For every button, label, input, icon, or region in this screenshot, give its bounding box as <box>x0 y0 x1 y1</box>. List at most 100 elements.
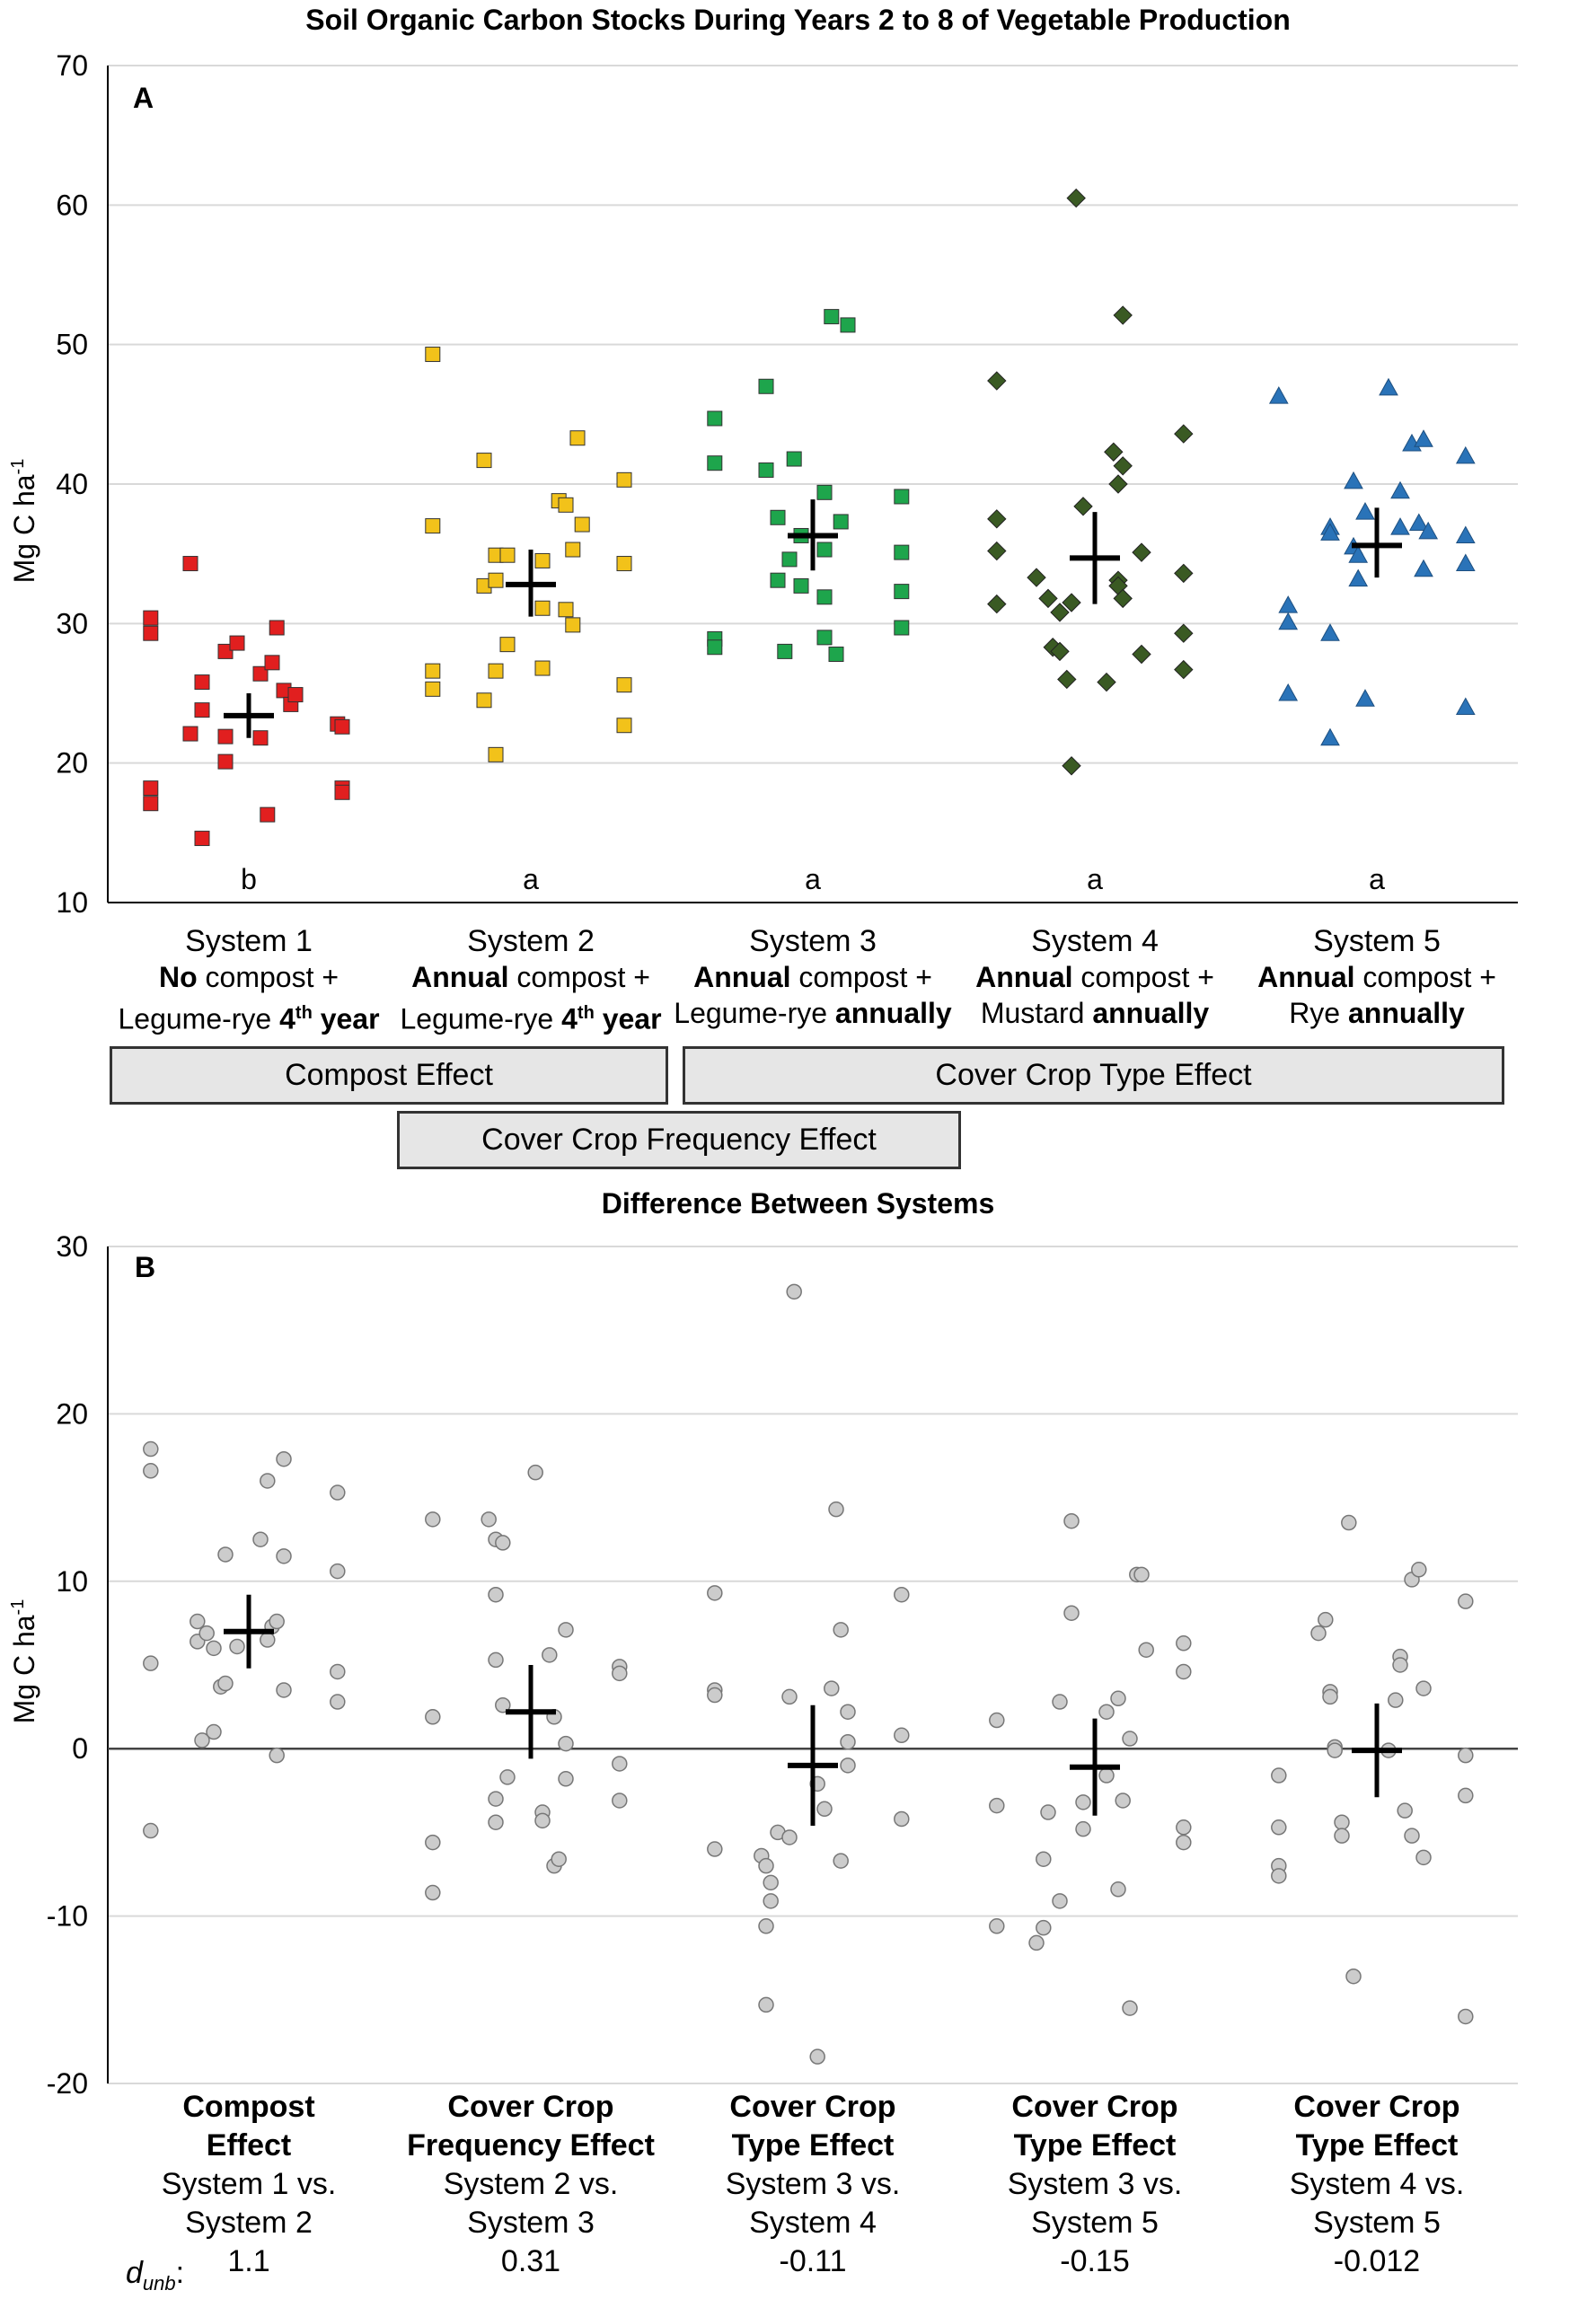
data-point <box>612 1793 628 1809</box>
system-name: System 5 <box>1313 924 1441 958</box>
data-point <box>1334 1828 1350 1844</box>
data-point <box>828 647 844 663</box>
panel-b-chart: B Mg C ha-1 -20 -10 0 10 20 30 <box>8 1230 1518 2100</box>
data-point <box>1038 588 1058 609</box>
data-point <box>1455 697 1476 716</box>
compost-effect-box: Compost Effect <box>110 1046 668 1105</box>
comparison-systems: System 5 <box>1031 2206 1159 2240</box>
dunb-value: -0.11 <box>779 2244 847 2278</box>
data-point <box>252 1531 269 1547</box>
data-point <box>1132 644 1151 665</box>
y-tick-label: 50 <box>56 329 88 361</box>
data-point <box>1271 1868 1287 1884</box>
system-treatment: No compost + <box>158 961 339 993</box>
comparison-label: Cover Crop Type Effect System 3 vs. System … <box>660 2088 966 2281</box>
system-treatment: Annual compost + <box>975 961 1214 993</box>
data-point <box>565 542 581 558</box>
data-point <box>816 630 833 646</box>
data-point <box>1390 480 1410 499</box>
data-point <box>1320 727 1340 746</box>
system-name: System 4 <box>1031 924 1159 958</box>
data-point <box>1379 377 1398 396</box>
y-tick-label: 60 <box>56 189 88 221</box>
y-tick-label: 20 <box>56 747 88 780</box>
data-point <box>707 1687 723 1704</box>
data-point <box>1122 2000 1138 2016</box>
data-point <box>287 687 304 703</box>
comparison-title: Cover Crop <box>729 2090 896 2124</box>
data-point <box>1458 1747 1474 1764</box>
comparison-systems: System 3 <box>467 2206 595 2240</box>
data-point <box>1098 1704 1115 1720</box>
panel-b-ylabel: Mg C ha-1 <box>8 1599 40 1724</box>
data-point <box>763 1874 779 1891</box>
data-point <box>1278 612 1299 630</box>
data-point <box>1176 1635 1192 1652</box>
data-point <box>143 610 159 626</box>
data-point <box>1415 1680 1432 1696</box>
data-point <box>1414 429 1433 447</box>
data-point <box>707 455 723 471</box>
data-point <box>1027 568 1046 587</box>
data-point <box>1176 1819 1192 1836</box>
data-point <box>182 726 198 742</box>
comparison-title: Effect <box>206 2128 292 2162</box>
system-treatment: Annual compost + <box>1257 961 1496 993</box>
comparison-title: Cover Crop <box>1293 2090 1460 2124</box>
data-point <box>425 681 441 697</box>
y-tick-label: 70 <box>56 49 88 82</box>
data-point <box>534 660 551 676</box>
data-point <box>330 1484 346 1501</box>
data-point <box>1110 1690 1126 1707</box>
data-point <box>1278 683 1299 701</box>
data-point <box>777 643 793 659</box>
data-point <box>894 620 910 636</box>
panel-a-title: Soil Organic Carbon Stocks During Years … <box>305 4 1291 36</box>
dunb-value: -0.15 <box>1060 2244 1130 2278</box>
data-point <box>1176 1663 1192 1680</box>
data-point <box>252 730 269 746</box>
data-point <box>1392 1657 1408 1673</box>
data-point <box>1174 659 1194 680</box>
data-point <box>828 1501 844 1518</box>
data-point <box>182 556 198 572</box>
data-point <box>1176 1834 1192 1851</box>
data-point <box>217 1675 234 1692</box>
data-point <box>476 692 492 709</box>
data-point <box>260 806 276 823</box>
data-point <box>334 718 350 735</box>
system-label: System 5 Annual compost + Rye annually <box>1233 923 1521 1031</box>
cover-crop-type-effect-box: Cover Crop Type Effect <box>683 1046 1504 1105</box>
system-name: System 3 <box>749 924 877 958</box>
data-point <box>425 1511 441 1528</box>
data-point <box>707 639 723 656</box>
comparison-title: Cover Crop <box>1011 2090 1178 2124</box>
data-point <box>987 371 1007 391</box>
data-point <box>1040 1804 1056 1820</box>
data-point <box>260 1473 276 1489</box>
data-point <box>1138 1642 1154 1658</box>
data-point <box>260 1632 276 1648</box>
data-point <box>1345 1968 1362 1985</box>
data-point <box>1062 756 1081 776</box>
data-point <box>824 1680 840 1696</box>
data-point <box>786 451 802 467</box>
system-name: System 2 <box>467 924 595 958</box>
data-point <box>824 309 840 325</box>
data-point <box>276 1682 292 1698</box>
data-point <box>569 430 586 446</box>
data-point <box>481 1511 497 1528</box>
comparison-systems: System 5 <box>1313 2206 1441 2240</box>
comparison-title: Cover Crop <box>447 2090 614 2124</box>
data-point <box>1310 1625 1327 1642</box>
data-point <box>1113 305 1133 325</box>
data-point <box>476 453 492 469</box>
data-point <box>558 1622 574 1638</box>
data-point <box>495 1696 511 1713</box>
data-point <box>330 1663 346 1680</box>
data-point <box>558 1771 574 1787</box>
data-point <box>758 1918 774 1934</box>
significance-letter: a <box>1087 863 1103 895</box>
system-cover-crop: Legume-rye 4th year <box>400 1002 662 1035</box>
comparison-systems: System 4 vs. <box>1289 2167 1465 2201</box>
